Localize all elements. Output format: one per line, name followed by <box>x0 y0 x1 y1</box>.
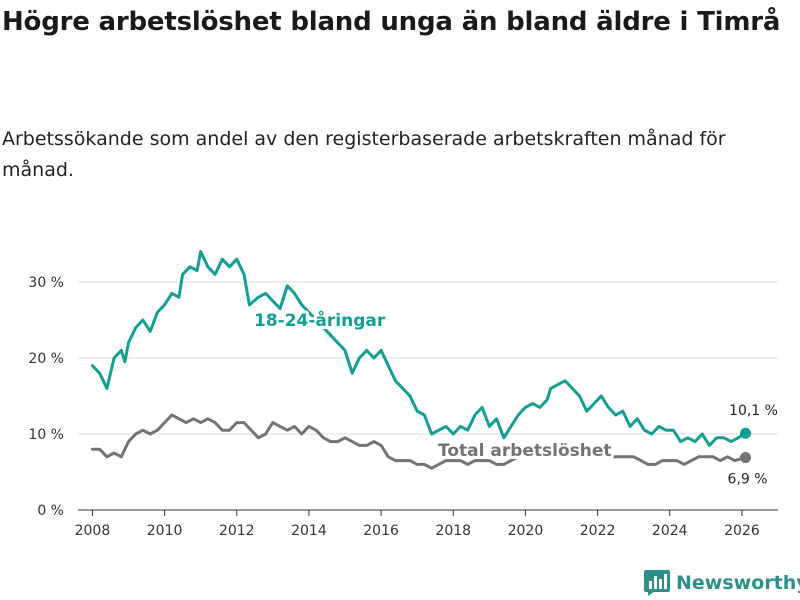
chart-title: Högre arbetslöshet bland unga än bland ä… <box>2 7 781 37</box>
y-tick-label: 0 % <box>37 503 64 519</box>
total-series-line <box>90 413 747 470</box>
youth-series-line <box>90 250 747 447</box>
y-tick-label: 30 % <box>28 275 64 291</box>
y-tick-label: 20 % <box>28 351 64 367</box>
x-tick-label: 2020 <box>508 523 544 539</box>
total-series-label-halo: Total arbetslöshet <box>438 441 612 461</box>
youth-series-label-halo: 18-24-åringar <box>254 309 386 331</box>
end-point-marker <box>740 427 752 439</box>
total-series-label: Total arbetslöshet <box>438 441 612 461</box>
y-tick-label: 10 % <box>28 427 64 443</box>
x-tick-label: 2024 <box>652 523 688 539</box>
x-tick-label: 2008 <box>75 523 111 539</box>
brand-name: Newsworthy <box>676 572 800 594</box>
axes: 0 % 10 % 20 % 30 % 2008 2010 2012 2014 2016 2018 2… <box>28 275 778 539</box>
youth-series-label: 18-24-åringar <box>254 309 386 331</box>
x-tick-label: 2010 <box>147 523 183 539</box>
gridlines <box>78 281 778 435</box>
total-end-value: 6,9 % <box>728 472 768 488</box>
bar-chart-logo-icon <box>644 570 670 596</box>
series-lines <box>90 250 752 470</box>
x-tick-label: 2026 <box>724 523 760 539</box>
chart-subtitle: Arbetssökande som andel av den registerb… <box>2 128 726 181</box>
youth-end-value: 10,1 % <box>729 403 778 419</box>
x-tick-label: 2014 <box>291 523 327 539</box>
x-tick-label: 2022 <box>580 523 616 539</box>
x-tick-label: 2018 <box>435 523 471 539</box>
end-point-marker <box>740 452 752 464</box>
x-tick-label: 2012 <box>219 523 255 539</box>
newsworthy-brand[interactable]: Newsworthy <box>644 570 800 596</box>
x-tick-label: 2016 <box>363 523 399 539</box>
